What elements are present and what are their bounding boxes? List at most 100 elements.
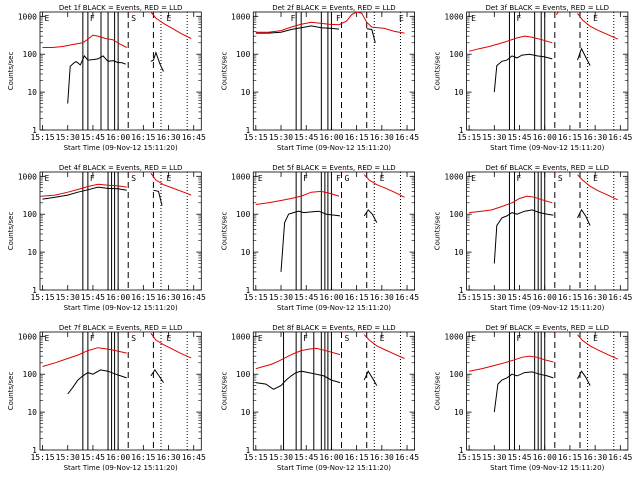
panel-6: Det 6f BLACK = Events, RED = LLD 1 10 100 10… [434, 164, 633, 312]
x-tick-label: 16:15 [131, 293, 155, 302]
x-axis-label: Start Time (09-Nov-12 15:11:20) [277, 144, 391, 152]
x-tick-label: 15:15 [244, 293, 268, 302]
x-tick-label: 16:00 [533, 133, 557, 142]
events-series-line [255, 25, 340, 34]
x-tick-label: 15:15 [457, 453, 481, 462]
x-tick-label: 15:45 [81, 293, 105, 302]
x-axis-label: Start Time (09-Nov-12 15:11:20) [490, 464, 604, 472]
x-tick-label: 16:00 [319, 453, 343, 462]
event-label: S [345, 334, 350, 343]
event-label: F [516, 174, 521, 183]
x-tick-label: 15:45 [507, 293, 531, 302]
y-tick-label: 10 [241, 248, 251, 257]
x-tick-label: 16:45 [395, 133, 419, 142]
lld-series-line [150, 11, 192, 39]
events-series-line [493, 209, 554, 264]
y-tick-label: 10 [27, 408, 37, 417]
x-tick-label: 15:30 [269, 133, 293, 142]
y-tick-label: 10 [454, 88, 464, 97]
event-label: E [167, 334, 172, 343]
x-tick-label: 16:45 [182, 133, 206, 142]
y-tick-label: 10 [454, 248, 464, 257]
panel-5: Det 5f BLACK = Events, RED = LLD 1 10 100 10… [220, 164, 419, 312]
x-axis-label: Start Time (09-Nov-12 15:11:20) [64, 304, 178, 312]
x-tick-label: 16:30 [156, 293, 180, 302]
y-tick-label: 100 [23, 210, 38, 219]
y-axis-label: Counts/sec [7, 372, 15, 411]
x-tick-label: 15:15 [457, 133, 481, 142]
event-label: E [167, 174, 172, 183]
event-label: F [303, 174, 308, 183]
panel-title: Det 3f BLACK = Events, RED = LLD [486, 4, 609, 12]
y-tick-label: 1 [245, 286, 250, 295]
y-tick-label: 10 [241, 88, 251, 97]
lld-series-line [469, 195, 553, 214]
plot-frame [252, 11, 416, 131]
x-tick-label: 16:30 [370, 293, 394, 302]
x-tick-label: 15:30 [482, 133, 506, 142]
y-tick-label: 100 [449, 50, 464, 59]
event-label: E [258, 334, 263, 343]
x-axis-label: Start Time (09-Nov-12 15:11:20) [277, 304, 391, 312]
y-axis-label: Counts/sec [220, 52, 228, 91]
x-axis-label: Start Time (09-Nov-12 15:11:20) [277, 464, 391, 472]
x-tick-label: 16:30 [583, 293, 607, 302]
x-tick-label: 16:15 [345, 453, 369, 462]
event-label: E [45, 174, 50, 183]
event-label: E [167, 14, 172, 23]
x-tick-label: 16:45 [182, 453, 206, 462]
y-tick-label: 1 [245, 446, 250, 455]
y-tick-label: 10 [454, 408, 464, 417]
event-label: S [131, 14, 136, 23]
y-tick-label: 1 [459, 126, 464, 135]
y-tick-label: 1 [32, 126, 37, 135]
x-tick-label: 15:45 [81, 453, 105, 462]
x-tick-label: 16:30 [370, 453, 394, 462]
x-tick-label: 16:00 [319, 133, 343, 142]
x-tick-label: 15:15 [30, 293, 54, 302]
events-series-line [67, 369, 127, 395]
event-label: F [336, 14, 341, 23]
panel-1: Det 1f BLACK = Events, RED = LLD 1 10 100 10… [7, 4, 206, 152]
x-tick-label: 16:45 [395, 293, 419, 302]
x-tick-label: 15:30 [482, 453, 506, 462]
panel-title: Det 6f BLACK = Events, RED = LLD [486, 164, 609, 172]
event-label: F [303, 334, 308, 343]
y-tick-label: 1000 [444, 12, 463, 21]
panel-title: Det 5f BLACK = Events, RED = LLD [272, 164, 395, 172]
x-tick-label: 16:00 [106, 293, 130, 302]
y-axis-label: Counts/sec [434, 372, 442, 411]
x-tick-label: 15:15 [244, 453, 268, 462]
event-label: F [516, 334, 521, 343]
lld-series-line [577, 13, 619, 40]
y-tick-label: 1000 [231, 172, 250, 181]
x-tick-label: 15:30 [269, 453, 293, 462]
event-label: F [90, 334, 95, 343]
x-tick-label: 15:15 [244, 133, 268, 142]
panel-2: Det 2f BLACK = Events, RED = LLD 1 10 100 10… [220, 4, 419, 152]
event-label: F [90, 174, 95, 183]
lld-series-line [555, 11, 559, 15]
y-tick-label: 100 [449, 370, 464, 379]
x-tick-label: 15:45 [294, 453, 318, 462]
lld-series-line [255, 347, 341, 370]
y-tick-label: 1000 [231, 332, 250, 341]
x-tick-label: 16:30 [370, 133, 394, 142]
events-series-line [493, 53, 553, 93]
event-label: F [516, 14, 521, 23]
y-tick-label: 1000 [18, 12, 37, 21]
event-label: E [471, 14, 476, 23]
y-tick-label: 1000 [18, 332, 37, 341]
y-tick-label: 100 [236, 370, 251, 379]
events-series-line [363, 209, 378, 223]
event-label: E [471, 174, 476, 183]
events-series-line [366, 28, 376, 43]
lld-series-line [42, 183, 127, 197]
panel-title: Det 8f BLACK = Events, RED = LLD [272, 324, 395, 332]
panel-9: Det 9f BLACK = Events, RED = LLD 1 10 100 10… [434, 324, 633, 472]
x-tick-label: 15:45 [294, 133, 318, 142]
event-label: E [45, 334, 50, 343]
panel-4: Det 4f BLACK = Events, RED = LLD 1 10 100 10… [7, 164, 206, 312]
x-tick-label: 15:15 [30, 453, 54, 462]
